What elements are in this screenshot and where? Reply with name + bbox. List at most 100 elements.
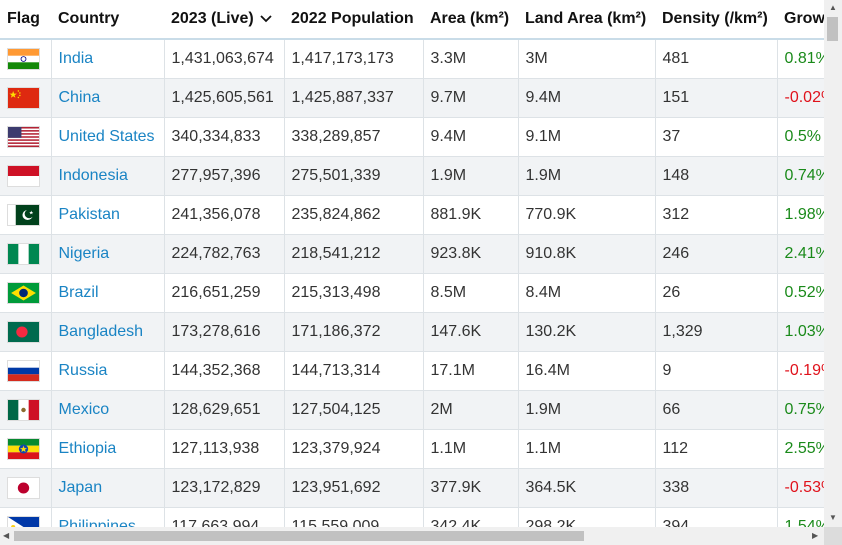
- scroll-up-arrow-icon[interactable]: ▲: [829, 3, 837, 12]
- density-cell: 312: [655, 195, 778, 235]
- population-2023-cell: 173,278,616: [164, 312, 285, 352]
- country-cell: Indonesia: [51, 156, 165, 196]
- flag-icon: [7, 477, 40, 499]
- flag-cell: [0, 468, 52, 508]
- country-link[interactable]: United States: [58, 128, 155, 145]
- population-2022-cell: 1,417,173,173: [284, 39, 424, 79]
- area-cell: 8.5M: [423, 273, 519, 313]
- area-cell: 17.1M: [423, 351, 519, 391]
- table-row: United States 340,334,833 338,289,857 9.4M 9…: [0, 117, 824, 157]
- country-link[interactable]: Nigeria: [58, 245, 110, 262]
- scroll-down-arrow-icon[interactable]: ▼: [829, 513, 837, 522]
- country-link[interactable]: Japan: [58, 479, 103, 496]
- table-row: Brazil 216,651,259 215,313,498 8.5M 8.4M 26 0.…: [0, 273, 824, 313]
- header-country[interactable]: Country: [51, 0, 164, 40]
- vertical-scrollbar[interactable]: ▲ ▼: [824, 0, 842, 527]
- area-cell: 9.4M: [423, 117, 519, 157]
- chevron-down-icon: [257, 14, 272, 26]
- header-2022-population[interactable]: 2022 Population: [284, 0, 423, 40]
- land-area-cell: 1.9M: [518, 390, 656, 430]
- density-cell: 9: [655, 351, 778, 391]
- population-table-viewport: Flag Country 2023 (Live) 2022 Population…: [0, 0, 824, 527]
- population-2022-cell: 115,559,009: [284, 507, 424, 527]
- density-cell: 1,329: [655, 312, 778, 352]
- population-table: Flag Country 2023 (Live) 2022 Population…: [0, 0, 824, 527]
- country-cell: Japan: [51, 468, 165, 508]
- country-cell: Ethiopia: [51, 429, 165, 469]
- flag-icon: [7, 243, 40, 265]
- country-link[interactable]: Mexico: [58, 401, 110, 418]
- table-header-row: Flag Country 2023 (Live) 2022 Population…: [0, 0, 824, 40]
- area-cell: 923.8K: [423, 234, 519, 274]
- country-link[interactable]: Philippines: [58, 518, 136, 527]
- table-row: Pakistan 241,356,078 235,824,862 881.9K 770.…: [0, 195, 824, 235]
- header-density[interactable]: Density (/km²): [655, 0, 777, 40]
- horizontal-scrollbar-thumb[interactable]: [14, 531, 584, 541]
- country-cell: United States: [51, 117, 165, 157]
- growth-rate-cell: -0.02%: [777, 78, 824, 118]
- country-link[interactable]: Brazil: [58, 284, 99, 301]
- table-row: India 1,431,063,674 1,417,173,173 3.3M 3M 481…: [0, 39, 824, 79]
- population-2023-cell: 144,352,368: [164, 351, 285, 391]
- area-cell: 1.9M: [423, 156, 519, 196]
- flag-cell: [0, 507, 52, 527]
- density-cell: 26: [655, 273, 778, 313]
- population-2022-cell: 338,289,857: [284, 117, 424, 157]
- header-flag[interactable]: Flag: [0, 0, 51, 40]
- country-link[interactable]: Indonesia: [58, 167, 128, 184]
- country-link[interactable]: Bangladesh: [58, 323, 144, 340]
- population-2023-cell: 128,629,651: [164, 390, 285, 430]
- table-row: Japan 123,172,829 123,951,692 377.9K 364.5K 3…: [0, 468, 824, 508]
- population-2022-cell: 235,824,862: [284, 195, 424, 235]
- flag-cell: [0, 156, 52, 196]
- land-area-cell: 298.2K: [518, 507, 656, 527]
- growth-rate-cell: 2.55%: [777, 429, 824, 469]
- population-2023-cell: 224,782,763: [164, 234, 285, 274]
- country-link[interactable]: Pakistan: [58, 206, 120, 223]
- country-cell: Mexico: [51, 390, 165, 430]
- country-link[interactable]: Russia: [58, 362, 108, 379]
- country-link[interactable]: China: [58, 89, 101, 106]
- area-cell: 9.7M: [423, 78, 519, 118]
- area-cell: 2M: [423, 390, 519, 430]
- table-row: Russia 144,352,368 144,713,314 17.1M 16.4M 9-…: [0, 351, 824, 391]
- horizontal-scrollbar[interactable]: ◀ ▶: [0, 527, 824, 545]
- table-row: Ethiopia 127,113,938 123,379,924 1.1M 1.1M 11…: [0, 429, 824, 469]
- density-cell: 37: [655, 117, 778, 157]
- land-area-cell: 1.1M: [518, 429, 656, 469]
- flag-cell: [0, 390, 52, 430]
- country-link[interactable]: India: [58, 50, 94, 67]
- population-2023-cell: 1,431,063,674: [164, 39, 285, 79]
- flag-icon: [7, 399, 40, 421]
- population-2023-cell: 1,425,605,561: [164, 78, 285, 118]
- area-cell: 342.4K: [423, 507, 519, 527]
- flag-cell: [0, 234, 52, 274]
- header-2023-live[interactable]: 2023 (Live): [164, 0, 284, 40]
- growth-rate-cell: 1.03%: [777, 312, 824, 352]
- growth-rate-cell: 1.54%: [777, 507, 824, 527]
- growth-rate-cell: -0.19%: [777, 351, 824, 391]
- header-area[interactable]: Area (km²): [423, 0, 518, 40]
- scroll-left-arrow-icon[interactable]: ◀: [3, 531, 10, 540]
- area-cell: 147.6K: [423, 312, 519, 352]
- land-area-cell: 9.1M: [518, 117, 656, 157]
- scroll-right-arrow-icon[interactable]: ▶: [812, 531, 819, 540]
- country-link[interactable]: Ethiopia: [58, 440, 117, 457]
- density-cell: 394: [655, 507, 778, 527]
- vertical-scrollbar-thumb[interactable]: [827, 17, 838, 41]
- flag-icon: [7, 360, 40, 382]
- table-row: Mexico 128,629,651 127,504,125 2M 1.9M 66 0.75…: [0, 390, 824, 430]
- header-land-area[interactable]: Land Area (km²): [518, 0, 655, 40]
- table-row: Nigeria 224,782,763 218,541,212 923.8K 910.8…: [0, 234, 824, 274]
- country-cell: Russia: [51, 351, 165, 391]
- country-cell: Bangladesh: [51, 312, 165, 352]
- header-growth-rate[interactable]: Growth Rate: [777, 0, 824, 40]
- growth-rate-cell: 0.5%: [777, 117, 824, 157]
- growth-rate-cell: 0.52%: [777, 273, 824, 313]
- country-cell: Philippines: [51, 507, 165, 527]
- density-cell: 338: [655, 468, 778, 508]
- land-area-cell: 770.9K: [518, 195, 656, 235]
- table-row: Philippines 117,663,994 115,559,009 342.4K 2…: [0, 507, 824, 527]
- flag-icon: [7, 48, 40, 70]
- country-cell: India: [51, 39, 165, 79]
